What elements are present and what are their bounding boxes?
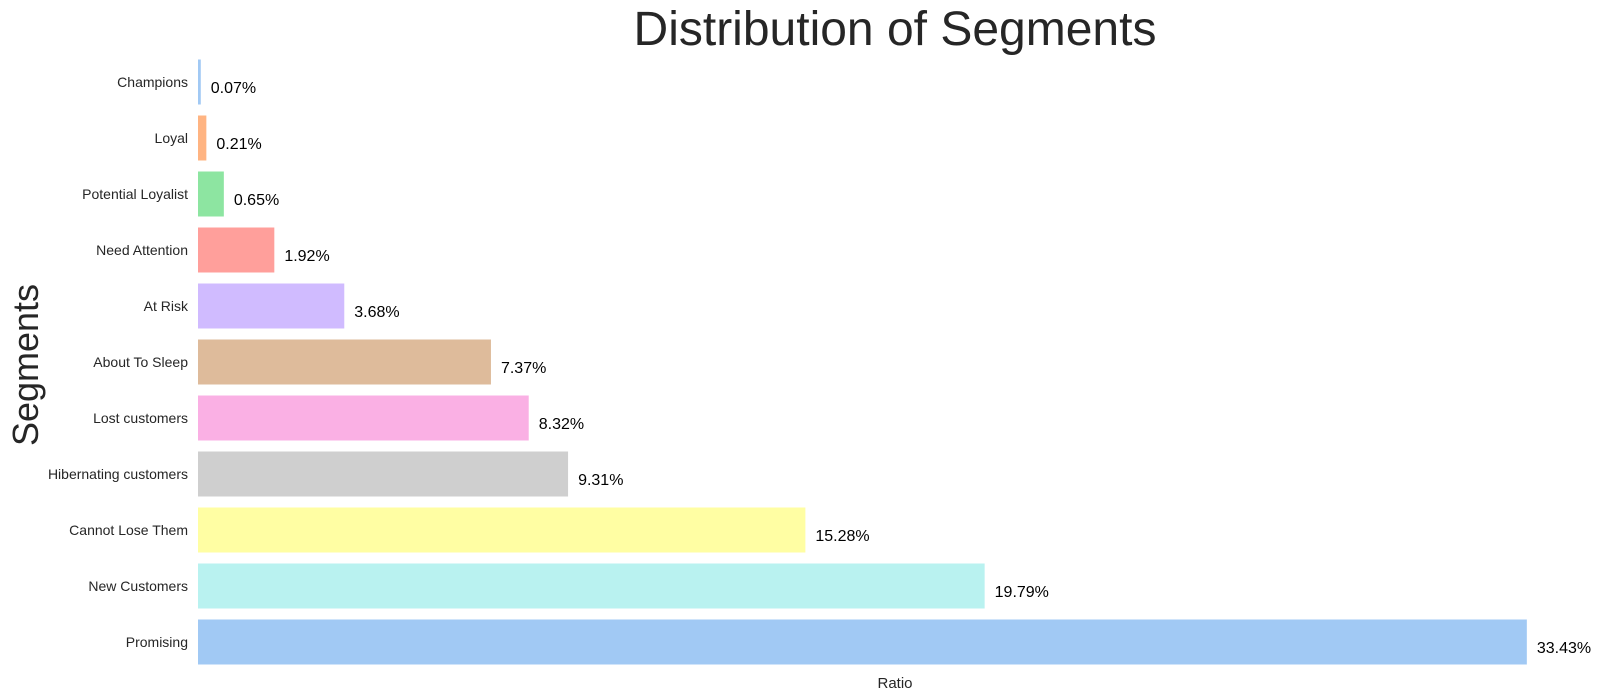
bar <box>198 227 275 273</box>
y-tick-label: Lost customers <box>93 410 188 426</box>
data-label: 0.21% <box>216 136 261 153</box>
y-tick-label: About To Sleep <box>93 354 188 370</box>
y-tick-label: At Risk <box>144 298 189 314</box>
y-tick-label: Potential Loyalist <box>82 186 188 202</box>
y-tick-label: Hibernating customers <box>48 466 188 482</box>
data-label: 33.43% <box>1537 640 1591 657</box>
bar <box>198 619 1527 665</box>
y-tick-label: Cannot Lose Them <box>69 522 188 538</box>
bar <box>198 339 491 385</box>
y-tick-label: Need Attention <box>96 242 188 258</box>
y-axis-label: Segments <box>5 284 46 446</box>
bar <box>198 507 806 553</box>
bars-group: Champions 0.07% Loyal 0.21% Potential Loyali… <box>48 59 1591 665</box>
bar <box>198 115 207 161</box>
data-label: 0.65% <box>234 192 279 209</box>
data-label: 7.37% <box>501 360 546 377</box>
y-tick-label: New Customers <box>88 578 188 594</box>
data-label: 0.07% <box>211 80 256 97</box>
bar <box>198 59 201 105</box>
data-label: 1.92% <box>284 248 329 265</box>
y-tick-label: Promising <box>126 634 188 650</box>
x-axis-label: Ratio <box>877 675 912 692</box>
data-label: 9.31% <box>578 472 623 489</box>
bar <box>198 563 985 609</box>
y-tick-label: Loyal <box>155 130 188 146</box>
data-label: 3.68% <box>354 304 399 321</box>
data-label: 15.28% <box>815 528 869 545</box>
chart-title: Distribution of Segments <box>634 3 1157 56</box>
y-tick-label: Champions <box>117 74 188 90</box>
bar <box>198 171 224 217</box>
bar <box>198 283 345 329</box>
bar <box>198 395 529 441</box>
data-label: 19.79% <box>995 584 1049 601</box>
bar <box>198 451 569 497</box>
data-label: 8.32% <box>539 416 584 433</box>
